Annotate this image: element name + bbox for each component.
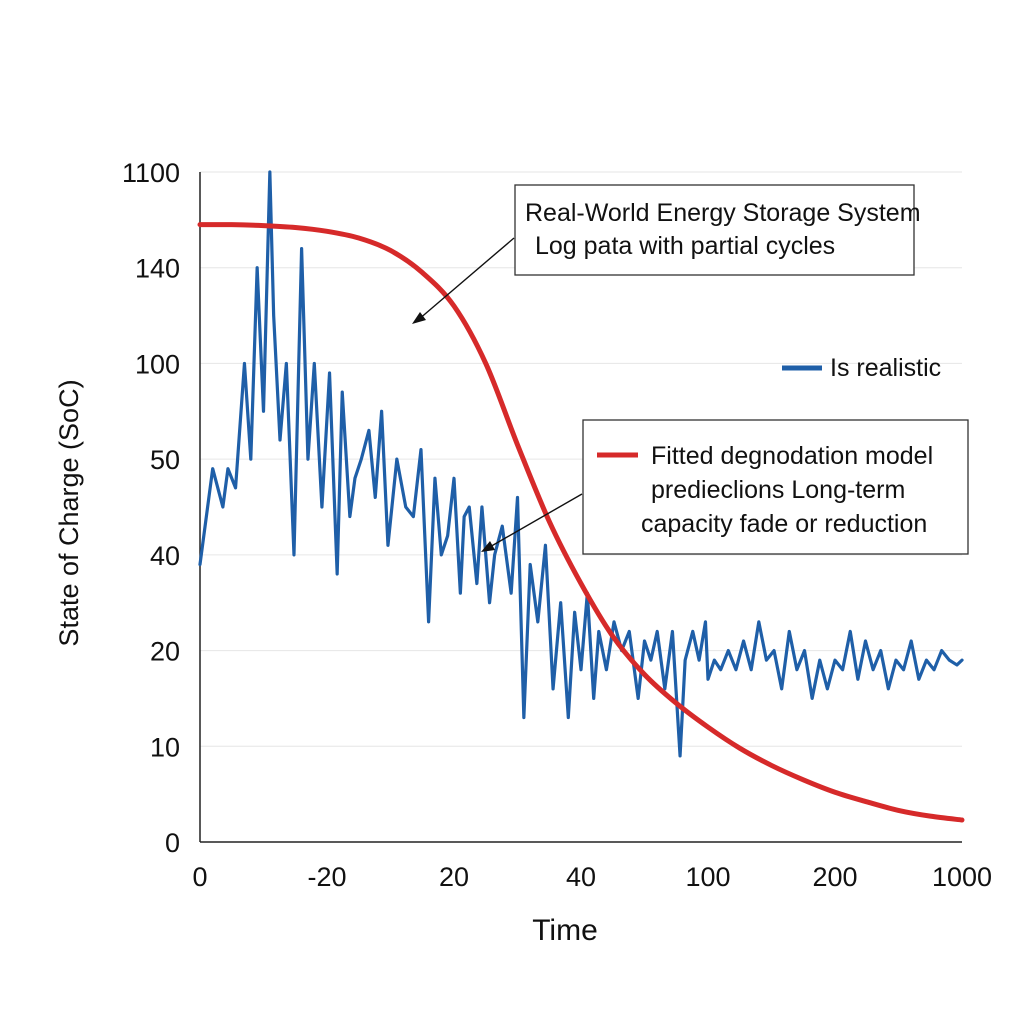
annotation-top-arrowhead [412, 312, 426, 324]
x-tick-label: 0 [192, 862, 207, 892]
annotation-right-box [582, 419, 969, 555]
legend: Is realistic [782, 354, 941, 382]
x-tick-label: 1000 [932, 862, 992, 892]
annotation-top-box [514, 184, 915, 276]
annotation-top-line-2: Log pata with partial cycles [535, 232, 835, 260]
y-tick-label: 1100 [122, 158, 180, 188]
y-axis-label: State of Charge (SoC) [54, 379, 84, 646]
y-tick-label: 40 [150, 541, 180, 571]
x-tick-label: -20 [307, 862, 346, 892]
axes [199, 172, 962, 843]
x-tick-label: 40 [566, 862, 596, 892]
annotation-top-arrow-line [417, 237, 515, 321]
annotation-right-line-3: capacity fade or reduction [641, 510, 927, 538]
y-tick-label: 100 [135, 349, 180, 379]
y-tick-label: 20 [150, 637, 180, 667]
x-axis-label: Time [532, 914, 598, 947]
series-layer [197, 170, 965, 823]
x-tick-label: 200 [812, 862, 857, 892]
y-tick-label: 140 [135, 254, 180, 284]
legend-label-measured: Is realistic [830, 354, 941, 382]
y-tick-label: 50 [150, 445, 180, 475]
y-tick-label: 10 [150, 732, 180, 762]
x-tick-label: 20 [439, 862, 469, 892]
annotation-right-arrow-line [487, 493, 583, 549]
annotation-right: Fitted degnodation model predieclions Lo… [481, 419, 969, 555]
x-tick-labels: 0 -20 20 40 100 200 1000 [192, 862, 992, 892]
y-tick-labels: 0 10 20 40 50 100 140 1100 [122, 158, 180, 858]
annotation-right-arrowhead [481, 541, 495, 552]
x-tick-label: 100 [685, 862, 730, 892]
annotation-top: Real-World Energy Storage System Log pat… [412, 184, 921, 324]
series-line-model [197, 222, 965, 823]
annotation-right-line-1: Fitted degnodation model [651, 442, 933, 470]
annotation-right-line-2: predieclions Long-term [651, 476, 905, 504]
series-line-measured [198, 170, 964, 758]
annotation-top-line-1: Real-World Energy Storage System [525, 199, 921, 227]
y-tick-label: 0 [165, 828, 180, 858]
